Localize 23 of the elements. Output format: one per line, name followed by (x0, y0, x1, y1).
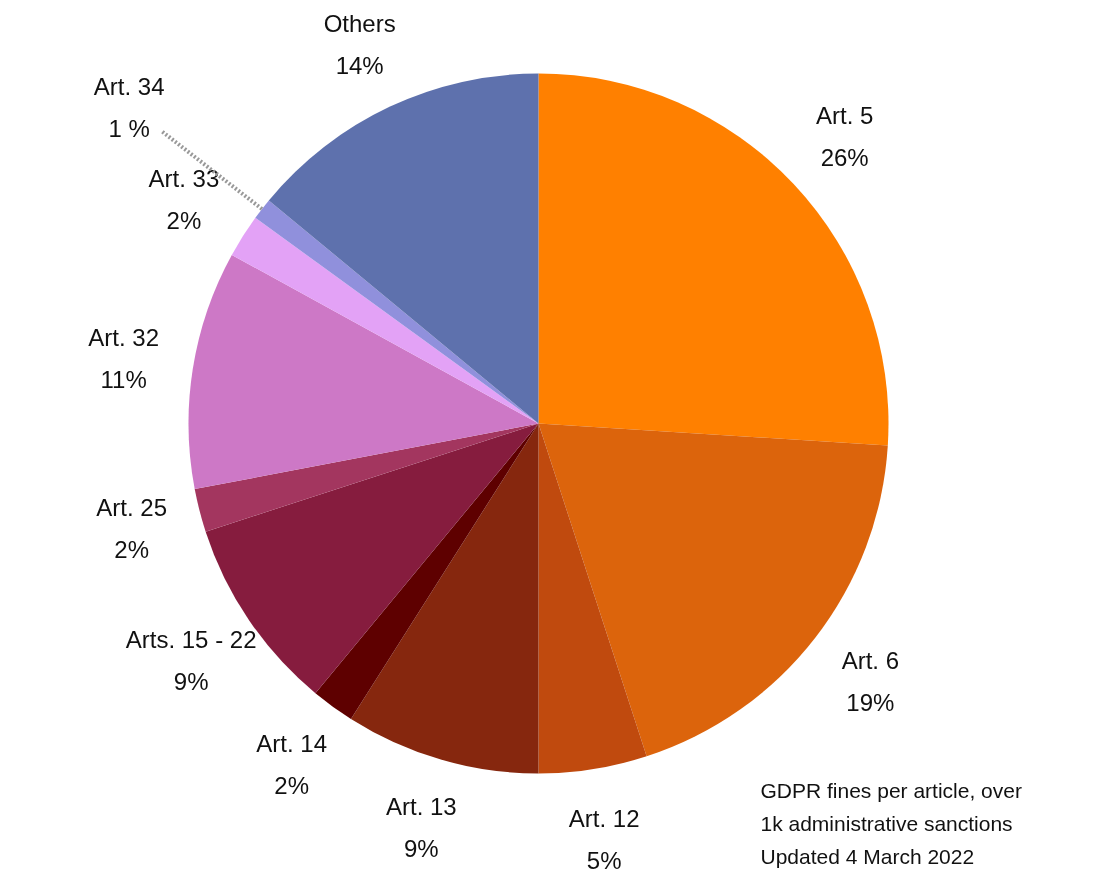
slice-label: Art. 25 (96, 494, 168, 522)
slice-label: Art. 13 (385, 793, 457, 821)
slice-label: Art. 14 (256, 729, 327, 757)
slice-label: Art. 5 (815, 102, 874, 130)
data-label: 2% (166, 206, 202, 234)
slice-label: Art. 33 (148, 164, 220, 192)
slice-label: Art. 34 (93, 72, 165, 100)
slice-label: Arts. 15 - 22 (125, 626, 257, 654)
data-label: 1 % (108, 114, 150, 142)
data-label: 2% (114, 536, 150, 564)
data-label: 9% (173, 668, 209, 696)
data-label: 11% (100, 366, 147, 394)
data-label: 26% (820, 144, 869, 172)
slice-label: Art. 12 (568, 804, 640, 832)
data-label: 14% (335, 51, 384, 79)
data-label: 19% (846, 689, 895, 717)
slice-label: Art. 32 (88, 324, 160, 352)
slice-label: Others (323, 9, 396, 37)
data-label: 9% (403, 835, 439, 863)
data-label: 5% (586, 846, 622, 869)
slice-label: Art. 6 (841, 647, 900, 675)
text: GDPR fines per article, over 1k administrative sanctions Updated 4 March 2022 (760, 779, 1022, 868)
data-label: 2% (274, 771, 309, 799)
